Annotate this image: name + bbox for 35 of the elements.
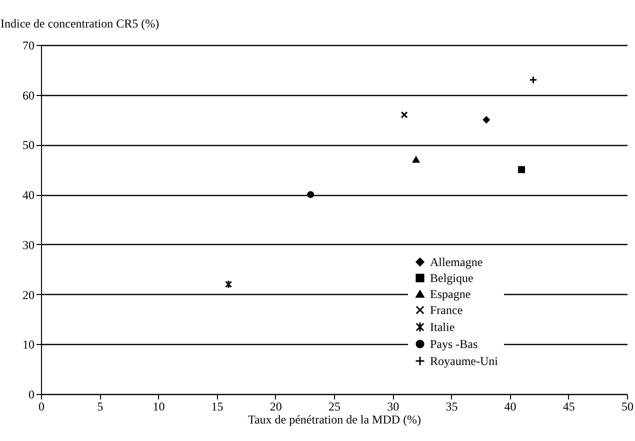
legend-label: Italie <box>430 320 455 334</box>
x-tick-label: 30 <box>387 400 400 414</box>
x-axis-title: Taux de pénétration de la MDD (%) <box>248 412 422 426</box>
y-tick-label: 40 <box>22 188 34 202</box>
y-tick-label: 50 <box>22 138 34 152</box>
point <box>400 111 408 118</box>
y-tick-label: 30 <box>22 238 34 252</box>
y-tick-label: 60 <box>22 88 34 102</box>
x-tick-label: 5 <box>97 400 104 414</box>
x-tick-label: 35 <box>446 400 458 414</box>
x-tick-label: 10 <box>152 400 165 414</box>
x-tick-label: 15 <box>211 400 224 414</box>
legend-label: Allemagne <box>430 255 483 269</box>
point <box>307 191 314 198</box>
point <box>518 166 526 174</box>
legend-label: France <box>430 303 463 317</box>
y-axis-title: Indice de concentration CR5 (%) <box>0 16 160 30</box>
y-tick-label: 20 <box>22 288 34 302</box>
legend-label: Pays -Bas <box>430 337 478 351</box>
y-tick-label: 10 <box>22 338 34 352</box>
point <box>225 280 232 289</box>
point <box>412 156 420 163</box>
y-tick-label: 70 <box>22 38 34 52</box>
point <box>482 116 490 124</box>
legend-label: Royaume-Uni <box>430 354 499 368</box>
x-tick-label: 50 <box>622 400 634 414</box>
x-tick-label: 25 <box>328 400 340 414</box>
point <box>529 76 538 84</box>
legend-label: Belgique <box>430 271 474 285</box>
x-tick-label: 20 <box>270 400 282 414</box>
legend-label: Espagne <box>430 287 471 301</box>
y-tick-label: 0 <box>28 388 34 402</box>
x-tick-label: 45 <box>562 400 575 414</box>
x-tick-label: 0 <box>38 400 44 414</box>
x-tick-label: 40 <box>504 400 516 414</box>
